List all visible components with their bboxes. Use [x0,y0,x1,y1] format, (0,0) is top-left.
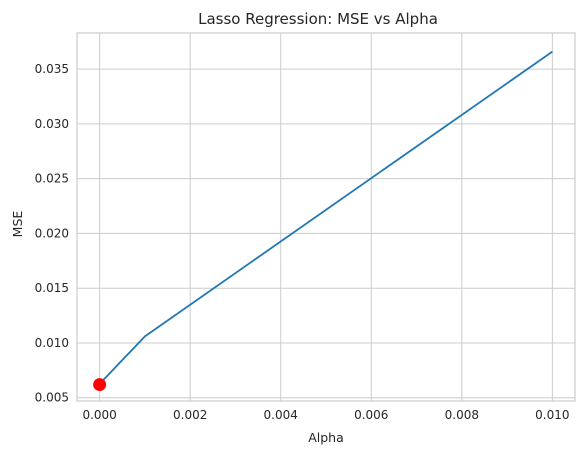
plot-area-frame [76,32,576,402]
y-tick-label: 0.035 [35,62,69,76]
chart-title: Lasso Regression: MSE vs Alpha [198,10,438,28]
grid [77,33,575,401]
x-axis-label: Alpha [308,430,344,445]
y-tick-label: 0.015 [35,281,69,295]
y-tick-label: 0.020 [35,226,69,240]
x-tick-label: 0.010 [535,408,569,422]
y-tick-label: 0.010 [35,336,69,350]
y-tick-label: 0.005 [35,391,69,405]
series-line [98,50,553,386]
series-layer [93,50,553,392]
tick-labels: 0.000 0.002 0.004 0.006 0.008 0.010 0.005 0.010… [35,62,570,422]
x-tick-label: 0.008 [445,408,479,422]
x-tick-label: 0.000 [82,408,116,422]
x-tick-label: 0.002 [173,408,207,422]
min-mse-point [93,378,107,392]
x-tick-label: 0.004 [264,408,298,422]
y-axis-label: MSE [10,211,25,238]
x-tick-label: 0.006 [354,408,388,422]
y-tick-label: 0.030 [35,117,69,131]
y-tick-label: 0.025 [35,172,69,186]
